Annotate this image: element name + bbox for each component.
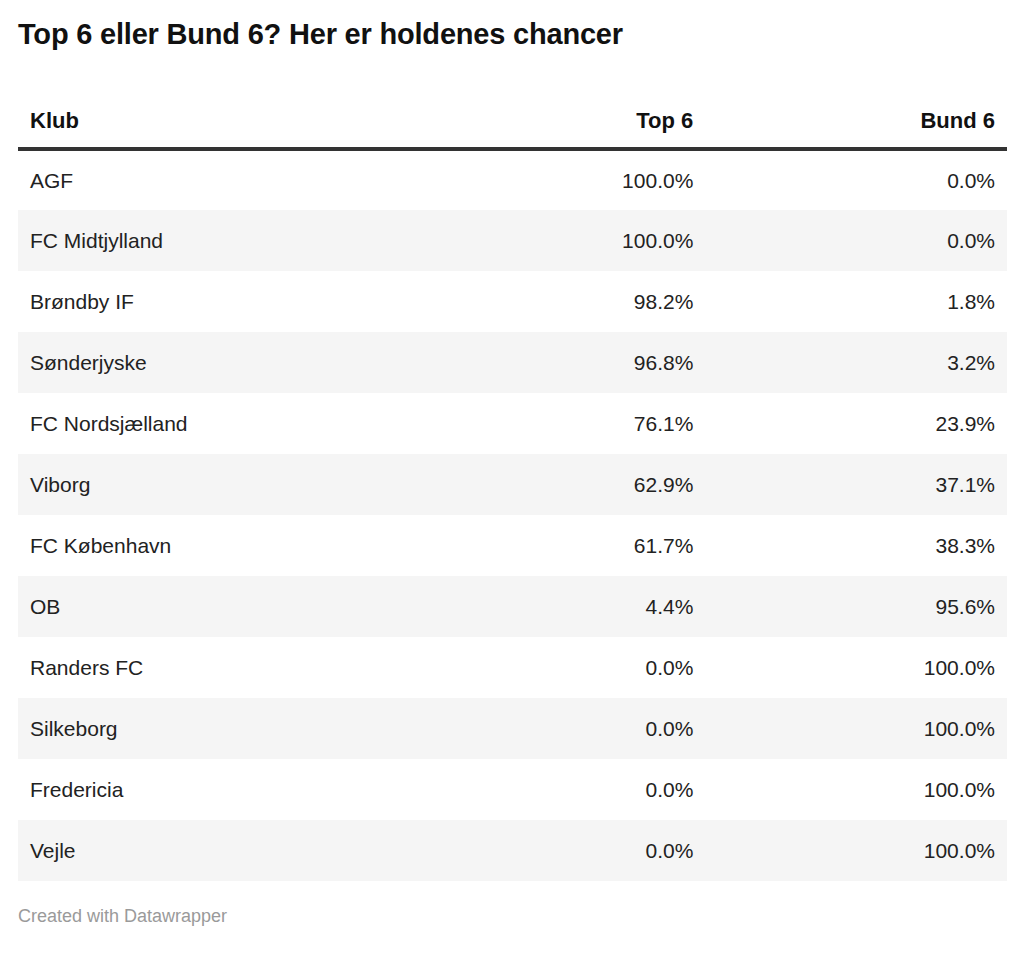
top6-cell: 100.0% [404,210,706,271]
attribution-footer: Created with Datawrapper [18,905,1007,927]
club-cell: Vejle [18,820,404,881]
top6-cell: 0.0% [404,637,706,698]
table-row: Fredericia 0.0% 100.0% [18,759,1007,820]
bund6-cell: 0.0% [705,210,1007,271]
bund6-cell: 100.0% [705,637,1007,698]
club-cell: Silkeborg [18,698,404,759]
table-row: FC Nordsjælland 76.1% 23.9% [18,393,1007,454]
column-header-klub: Klub [18,54,404,149]
bund6-cell: 38.3% [705,515,1007,576]
bund6-cell: 95.6% [705,576,1007,637]
bund6-cell: 100.0% [705,698,1007,759]
datawrapper-attribution-link[interactable]: Created with Datawrapper [18,906,227,926]
table-header: Klub Top 6 Bund 6 [18,54,1007,149]
club-cell: Sønderjyske [18,332,404,393]
bund6-cell: 100.0% [705,759,1007,820]
table-row: Brøndby IF 98.2% 1.8% [18,271,1007,332]
table-row: Sønderjyske 96.8% 3.2% [18,332,1007,393]
table-row: Silkeborg 0.0% 100.0% [18,698,1007,759]
header-row: Klub Top 6 Bund 6 [18,54,1007,149]
bund6-cell: 3.2% [705,332,1007,393]
table-row: OB 4.4% 95.6% [18,576,1007,637]
probability-table: Klub Top 6 Bund 6 AGF 100.0% 0.0% FC Mid… [18,54,1007,881]
table-row: FC Midtjylland 100.0% 0.0% [18,210,1007,271]
top6-cell: 0.0% [404,759,706,820]
chart-container: Top 6 eller Bund 6? Her er holdenes chan… [0,0,1024,953]
top6-cell: 0.0% [404,698,706,759]
club-cell: OB [18,576,404,637]
table-row: AGF 100.0% 0.0% [18,149,1007,210]
club-cell: FC Nordsjælland [18,393,404,454]
top6-cell: 96.8% [404,332,706,393]
table-row: FC København 61.7% 38.3% [18,515,1007,576]
top6-cell: 4.4% [404,576,706,637]
bund6-cell: 1.8% [705,271,1007,332]
bund6-cell: 23.9% [705,393,1007,454]
top6-cell: 62.9% [404,454,706,515]
club-cell: Brøndby IF [18,271,404,332]
top6-cell: 98.2% [404,271,706,332]
top6-cell: 76.1% [404,393,706,454]
table-row: Viborg 62.9% 37.1% [18,454,1007,515]
bund6-cell: 37.1% [705,454,1007,515]
club-cell: Randers FC [18,637,404,698]
table-row: Vejle 0.0% 100.0% [18,820,1007,881]
club-cell: FC Midtjylland [18,210,404,271]
top6-cell: 100.0% [404,149,706,210]
column-header-bund6: Bund 6 [705,54,1007,149]
top6-cell: 61.7% [404,515,706,576]
bund6-cell: 0.0% [705,149,1007,210]
top6-cell: 0.0% [404,820,706,881]
club-cell: AGF [18,149,404,210]
column-header-top6: Top 6 [404,54,706,149]
page-title: Top 6 eller Bund 6? Her er holdenes chan… [18,14,1007,54]
club-cell: FC København [18,515,404,576]
table-body: AGF 100.0% 0.0% FC Midtjylland 100.0% 0.… [18,149,1007,881]
club-cell: Fredericia [18,759,404,820]
club-cell: Viborg [18,454,404,515]
table-row: Randers FC 0.0% 100.0% [18,637,1007,698]
bund6-cell: 100.0% [705,820,1007,881]
